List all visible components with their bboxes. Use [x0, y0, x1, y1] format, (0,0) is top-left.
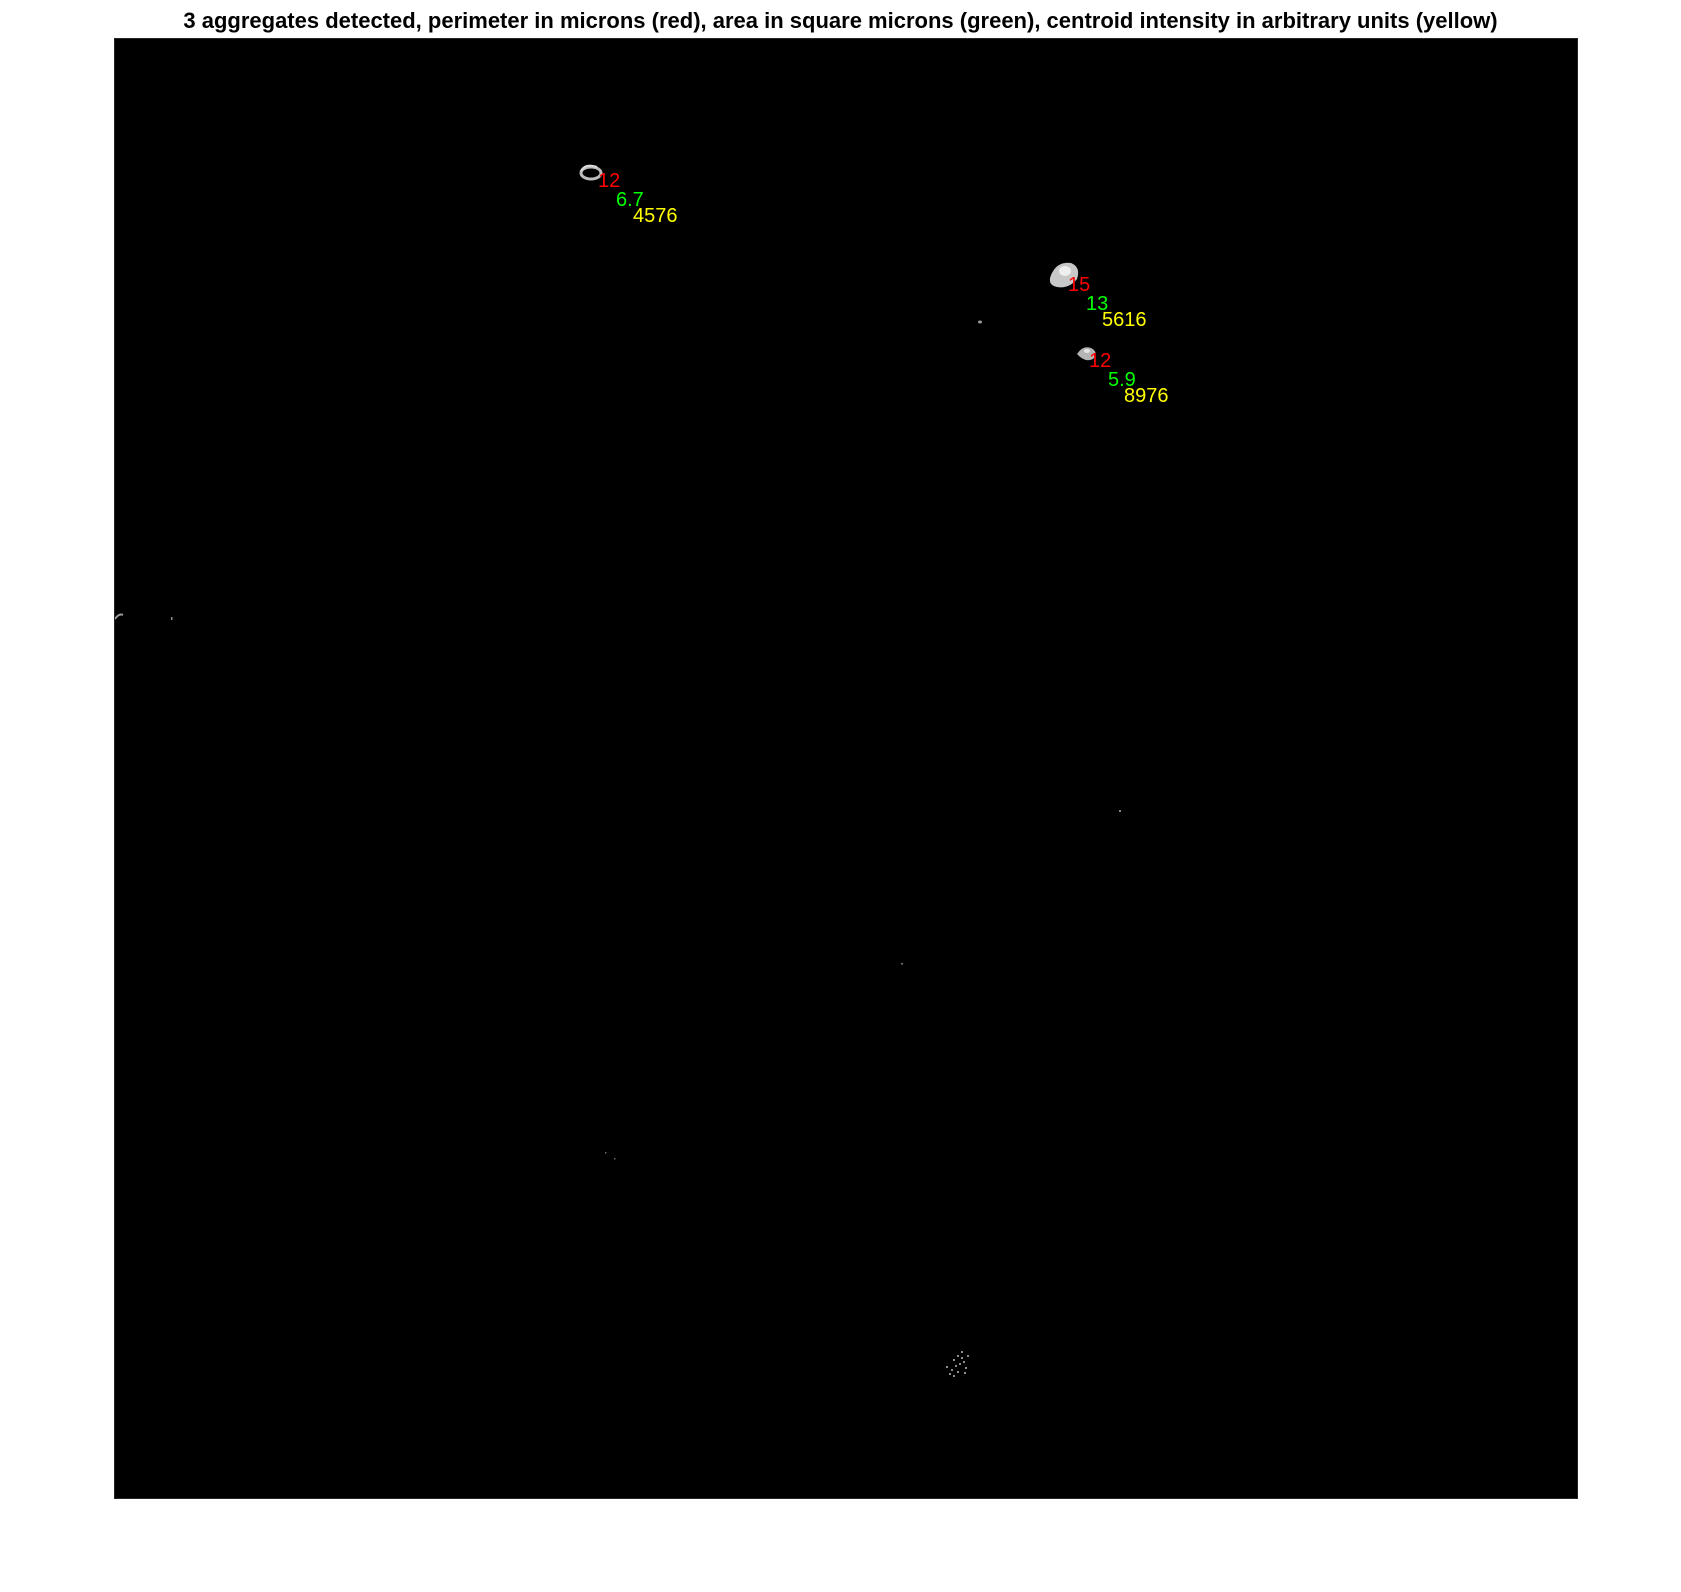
- aggregate-1-perimeter-label: 12: [598, 170, 621, 192]
- aggregate-3-area-label: 5.9: [1108, 369, 1136, 391]
- aggregate-3-intensity-label: 8976: [1124, 385, 1169, 407]
- background-specks: [115, 320, 1121, 1160]
- aggregate-2-blob: [1049, 262, 1079, 288]
- aggregate-2-area-label: 13: [1086, 293, 1109, 315]
- aggregate-1-intensity-label: 4576: [633, 205, 678, 227]
- figure-title: 3 aggregates detected, perimeter in micr…: [183, 8, 1498, 33]
- aggregate-2-intensity-label: 5616: [1102, 309, 1147, 331]
- aggregate-3-blob: [1077, 347, 1096, 361]
- aggregate-1-area-label: 6.7: [616, 189, 644, 211]
- aggregate-1-blob: [579, 164, 603, 181]
- microscopy-image: 12 6.7 4576 15 13 5616 12 5.9 8976: [114, 38, 1578, 1499]
- aggregate-3-perimeter-label: 12: [1089, 350, 1112, 372]
- aggregate-2-perimeter-label: 15: [1068, 274, 1091, 296]
- speckle-cluster: [946, 1351, 969, 1377]
- image-blobs: [115, 164, 1121, 1377]
